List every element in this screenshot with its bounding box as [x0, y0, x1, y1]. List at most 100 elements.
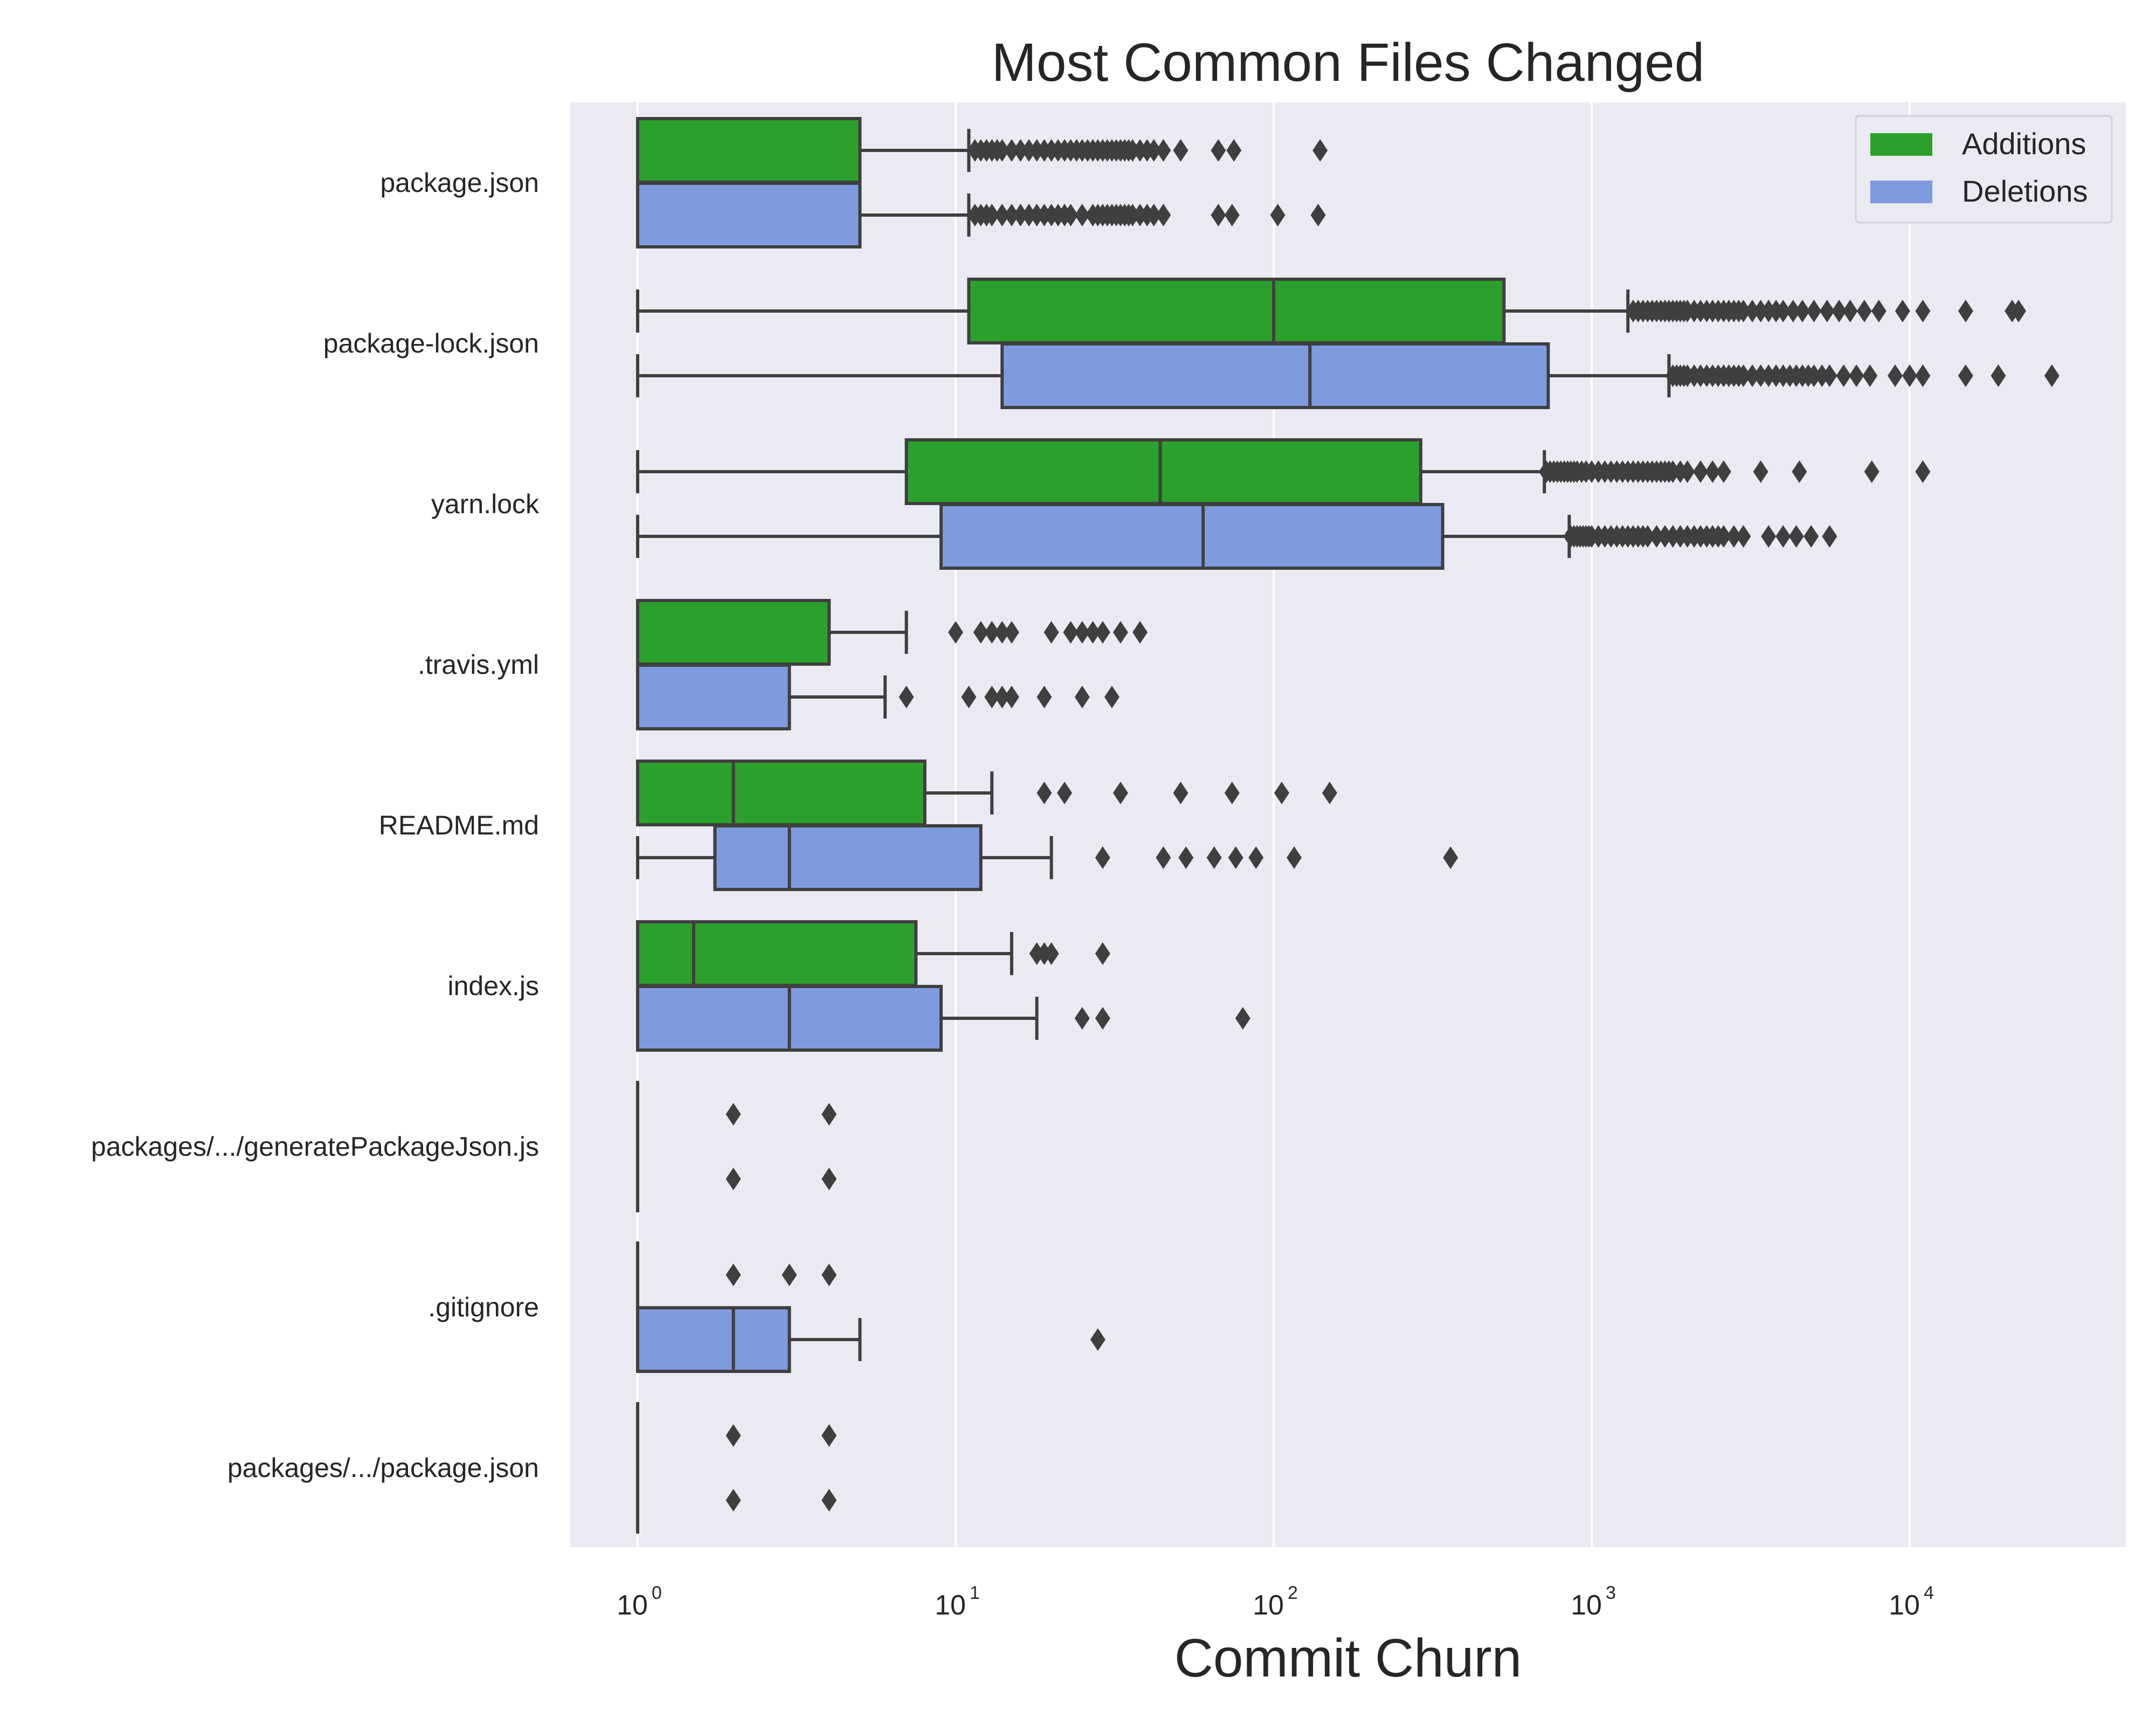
- deletions-2-outlier-19: [1657, 525, 1673, 548]
- deletions-1-box: [1000, 342, 1550, 409]
- additions-6-outlier-1: [821, 1103, 837, 1126]
- additions-0-box: [636, 117, 862, 184]
- category-label-1: package-lock.json: [323, 328, 539, 358]
- additions-7-outlier-1: [782, 1264, 797, 1286]
- x-tick-base-2: 10: [1253, 1590, 1284, 1621]
- deletions-4-outlier-3: [1206, 846, 1222, 869]
- deletions-1: [636, 342, 2060, 409]
- additions-4-outlier-4: [1224, 782, 1240, 804]
- additions-3-outlier-9: [1095, 621, 1110, 644]
- additions-8-outlier-0: [725, 1424, 741, 1447]
- legend: Additions Deletions: [1855, 115, 2113, 224]
- additions-3-outlier-10: [1112, 621, 1128, 644]
- additions-3-outlier-1: [973, 621, 989, 644]
- additions-0-outlier-32: [1173, 139, 1188, 162]
- additions-4-outlier-2: [1112, 782, 1128, 804]
- additions-0-outlier-33: [1211, 139, 1226, 162]
- additions-3-box: [636, 599, 831, 666]
- deletions-6-outlier-1: [821, 1168, 837, 1190]
- deletions-4-outlier-5: [1248, 846, 1264, 869]
- deletions-0-outlier-4: [994, 204, 1010, 226]
- deletions-3-outlier-5: [1036, 686, 1052, 708]
- additions-3-outlier-4: [1004, 621, 1019, 644]
- additions-1-outlier-29: [1785, 300, 1801, 322]
- category-label-6: packages/.../generatePackageJson.js: [91, 1131, 539, 1162]
- legend-label-deletions: Deletions: [1962, 174, 2088, 208]
- deletions-0-outlier-27: [1146, 204, 1162, 226]
- additions-0-outlier-8: [1021, 139, 1036, 162]
- additions-4-outlier-0: [1036, 782, 1052, 804]
- x-tick-exponent-2: 2: [1288, 1583, 1298, 1603]
- deletions-0-outlier-29: [1211, 204, 1226, 226]
- additions-1-outlier-32: [1819, 300, 1835, 322]
- deletions-0-outlier-28: [1156, 204, 1171, 226]
- deletions-4: [636, 824, 1459, 891]
- deletions-1-outlier-15: [1745, 364, 1760, 387]
- additions-5-box: [636, 920, 918, 987]
- additions-1-box: [967, 278, 1506, 344]
- deletions-1-outlier-26: [1822, 364, 1837, 387]
- deletions-0: [636, 182, 1326, 249]
- deletions-3-box: [636, 664, 791, 730]
- deletions-3-outlier-2: [984, 686, 1000, 708]
- deletions-1-outlier-24: [1806, 364, 1822, 387]
- deletions-7: [636, 1306, 1105, 1373]
- additions-1-outlier-41: [2011, 300, 2027, 322]
- additions-2-outlier-37: [1915, 460, 1931, 483]
- additions-3-outlier-0: [948, 621, 963, 644]
- additions-7-outlier-2: [821, 1264, 837, 1286]
- x-tick-base-4: 10: [1889, 1590, 1920, 1621]
- additions-4-box: [636, 760, 927, 826]
- additions-3-outlier-2: [984, 621, 1000, 644]
- additions-1-outlier-33: [1832, 300, 1847, 322]
- x-tick-base-0: 10: [617, 1590, 648, 1621]
- deletions-0-outlier-14: [1074, 204, 1090, 226]
- deletions-2-outlier-29: [1726, 525, 1742, 548]
- additions-2-outlier-32: [1705, 460, 1720, 483]
- deletions-3-outlier-0: [899, 686, 914, 708]
- deletions-7-outlier-0: [1090, 1328, 1105, 1351]
- deletions-5-outlier-1: [1095, 1007, 1110, 1030]
- additions-1-outlier-23: [1736, 300, 1751, 322]
- deletions-4-outlier-2: [1178, 846, 1194, 869]
- deletions-2-outlier-18: [1649, 525, 1664, 548]
- deletions-0-box: [636, 182, 862, 249]
- deletions-4-outlier-4: [1228, 846, 1243, 869]
- chart-title: Most Common Files Changed: [992, 32, 1705, 93]
- deletions-4-outlier-0: [1095, 846, 1110, 869]
- category-label-2: yarn.lock: [431, 489, 540, 519]
- additions-1-outlier-31: [1806, 300, 1822, 322]
- deletions-2-outlier-17: [1640, 525, 1655, 548]
- category-label-7: .gitignore: [428, 1292, 539, 1322]
- deletions-2-outlier-35: [1822, 525, 1837, 548]
- additions-3-outlier-11: [1132, 621, 1148, 644]
- deletions-5: [636, 985, 1250, 1052]
- deletions-0-outlier-6: [1013, 204, 1028, 226]
- additions-3-outlier-5: [1044, 621, 1059, 644]
- deletions-1-outlier-35: [2044, 364, 2060, 387]
- x-tick-exponent-4: 4: [1924, 1583, 1934, 1603]
- additions-2-outlier-30: [1680, 460, 1695, 483]
- additions-1-outlier-37: [1895, 300, 1910, 322]
- additions-1-outlier-28: [1775, 300, 1791, 322]
- additions-1: [636, 278, 2027, 344]
- additions-3-outlier-7: [1074, 621, 1090, 644]
- x-tick-base-3: 10: [1571, 1590, 1602, 1621]
- deletions-1-outlier-33: [1958, 364, 1973, 387]
- deletions-8-outlier-1: [821, 1489, 837, 1512]
- deletions-7-box: [636, 1306, 791, 1373]
- x-tick-exponent-1: 1: [970, 1583, 980, 1603]
- category-label-4: README.md: [379, 810, 539, 840]
- deletions-0-outlier-3: [984, 204, 1000, 226]
- additions-2-outlier-31: [1693, 460, 1709, 483]
- additions-1-outlier-30: [1795, 300, 1811, 322]
- additions-8-outlier-1: [821, 1424, 837, 1447]
- additions-5-outlier-3: [1095, 942, 1110, 965]
- category-label-8: packages/.../package.json: [227, 1453, 539, 1483]
- additions-6: [636, 1081, 837, 1148]
- additions-1-outlier-35: [1856, 300, 1872, 322]
- additions-0-outlier-6: [1004, 139, 1019, 162]
- additions-6-outlier-0: [725, 1103, 741, 1126]
- additions-3: [636, 599, 1148, 666]
